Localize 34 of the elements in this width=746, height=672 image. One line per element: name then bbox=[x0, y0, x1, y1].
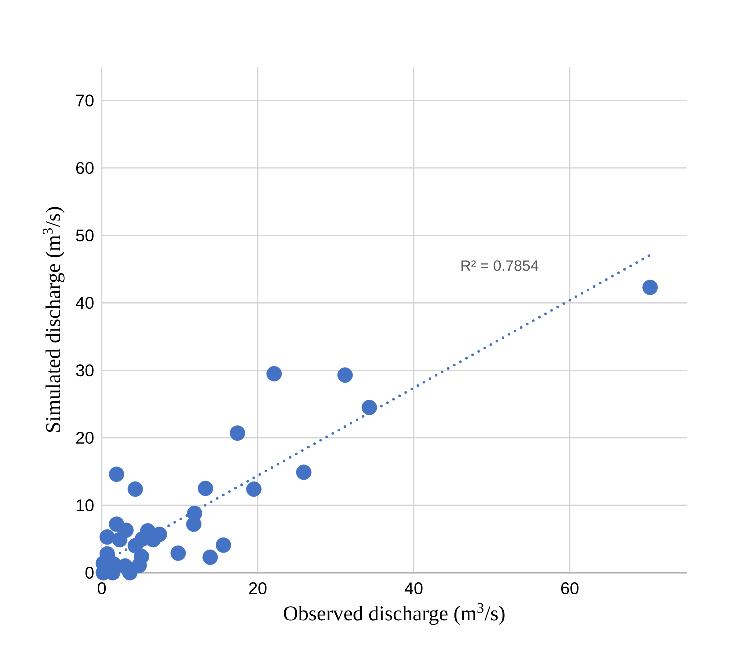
point bbox=[128, 538, 144, 554]
y-tick-label: 40 bbox=[76, 297, 94, 310]
y-tick-label: 30 bbox=[76, 364, 94, 377]
point bbox=[642, 280, 658, 296]
y-tick-label: 60 bbox=[76, 162, 94, 174]
point bbox=[128, 482, 144, 498]
point bbox=[186, 516, 202, 532]
y-tick-label: 50 bbox=[76, 230, 94, 242]
x-tick-label: 20 bbox=[249, 582, 267, 595]
point bbox=[198, 480, 214, 496]
x-axis-title: Observed discharge (m$^{3}$/s) bbox=[284, 603, 505, 626]
point bbox=[338, 368, 354, 384]
y-tick-label: 70 bbox=[76, 94, 94, 107]
y-tick-label: 20 bbox=[76, 432, 94, 444]
y-axis-title: Simulated discharge (m$^{3}$/s) bbox=[43, 207, 65, 432]
point bbox=[100, 530, 116, 545]
point bbox=[170, 546, 186, 562]
point bbox=[246, 482, 262, 498]
y-tick-label: 10 bbox=[76, 500, 94, 512]
x-tick-label: 40 bbox=[404, 582, 423, 595]
point bbox=[134, 549, 150, 565]
annotation: R² = 0.7854 bbox=[462, 260, 539, 272]
point bbox=[109, 466, 125, 482]
x-tick-label: 60 bbox=[561, 582, 579, 595]
point bbox=[362, 400, 378, 416]
point bbox=[266, 366, 282, 382]
point bbox=[202, 550, 218, 566]
point bbox=[112, 532, 128, 548]
point bbox=[296, 464, 312, 480]
point bbox=[216, 538, 232, 554]
x-tick-label: 0 bbox=[98, 582, 106, 595]
y-tick-label: 0 bbox=[86, 567, 94, 579]
point bbox=[118, 558, 134, 574]
point bbox=[230, 426, 246, 442]
